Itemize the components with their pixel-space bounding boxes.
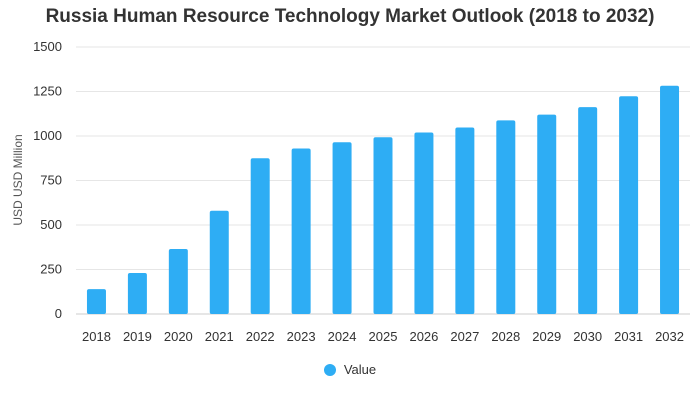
x-tick-label: 2026 [409, 329, 438, 344]
x-tick-label: 2032 [655, 329, 684, 344]
bar [496, 120, 516, 314]
bar [168, 249, 188, 314]
y-tick-label: 0 [55, 306, 62, 321]
y-tick-label: 1000 [33, 128, 62, 143]
x-tick-label: 2028 [491, 329, 520, 344]
x-tick-label: 2022 [246, 329, 275, 344]
legend-label: Value [343, 362, 377, 377]
y-axis: 0 250 500 750 1000 1250 1500 [33, 39, 62, 321]
x-tick-label: 2030 [573, 329, 602, 344]
y-tick-label: 250 [40, 262, 62, 277]
bar [619, 96, 639, 314]
bar [373, 137, 393, 314]
y-tick-label: 1500 [33, 39, 62, 54]
y-tick-label: 1250 [33, 84, 62, 99]
bar [414, 132, 434, 314]
y-tick-label: 500 [40, 217, 62, 232]
y-tick-label: 750 [40, 173, 62, 188]
bar [578, 107, 598, 314]
x-tick-label: 2024 [328, 329, 357, 344]
x-tick-label: 2031 [614, 329, 643, 344]
bar [332, 142, 352, 314]
bar [537, 114, 557, 314]
x-tick-label: 2023 [287, 329, 316, 344]
legend: Value [0, 362, 700, 377]
x-tick-label: 2027 [450, 329, 479, 344]
bar [127, 273, 147, 314]
chart-title: Russia Human Resource Technology Market … [45, 6, 655, 27]
bars [86, 85, 680, 315]
bar [86, 289, 106, 314]
legend-marker [323, 363, 336, 376]
y-axis-label: USD USD Million [11, 134, 25, 225]
x-tick-label: 2020 [164, 329, 193, 344]
x-axis: 2018 2019 2020 2021 2022 2023 2024 2025 2026 2027… [82, 329, 684, 344]
bar [250, 158, 270, 314]
x-tick-label: 2018 [82, 329, 111, 344]
x-tick-label: 2021 [205, 329, 234, 344]
x-tick-label: 2025 [369, 329, 398, 344]
x-tick-label: 2029 [532, 329, 561, 344]
bar [209, 210, 229, 314]
x-tick-label: 2019 [123, 329, 152, 344]
bar [660, 85, 680, 314]
bar [455, 127, 475, 315]
bar [291, 148, 311, 314]
